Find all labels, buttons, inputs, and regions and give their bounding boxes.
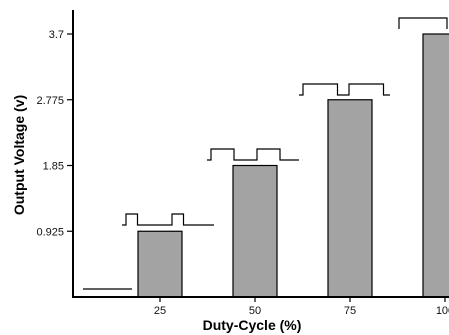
- bar-50: [232, 164, 278, 298]
- pwm-waveform-25: [122, 213, 214, 226]
- axes-group: [72, 10, 449, 298]
- y-tick-label: 3.7: [49, 29, 64, 41]
- pwm-waveforms-group: [83, 17, 448, 290]
- bar-100: [422, 33, 449, 298]
- x-tick-label: 75: [344, 305, 356, 317]
- x-axis-title: Duty-Cycle (%): [203, 317, 302, 333]
- pwm-waveform-100: [398, 17, 448, 29]
- y-axis-title: Output Voltage (v): [11, 95, 27, 215]
- y-ticks-group: 0.925 1.85 2.775 3.7: [36, 29, 73, 238]
- x-tick-label: 50: [249, 305, 261, 317]
- bar-25: [137, 230, 183, 298]
- pwm-waveform-75: [299, 83, 390, 96]
- y-tick-label: 1.85: [43, 161, 64, 173]
- bar-75: [327, 99, 373, 298]
- x-ticks-group: 25 50 75 100: [154, 297, 449, 317]
- bars-group: [137, 33, 449, 298]
- y-tick-label: 0.925: [36, 226, 64, 238]
- x-tick-label: 100: [436, 305, 449, 317]
- y-tick-label: 2.775: [36, 95, 64, 107]
- pwm-waveform-50: [207, 148, 299, 161]
- x-tick-label: 25: [154, 305, 166, 317]
